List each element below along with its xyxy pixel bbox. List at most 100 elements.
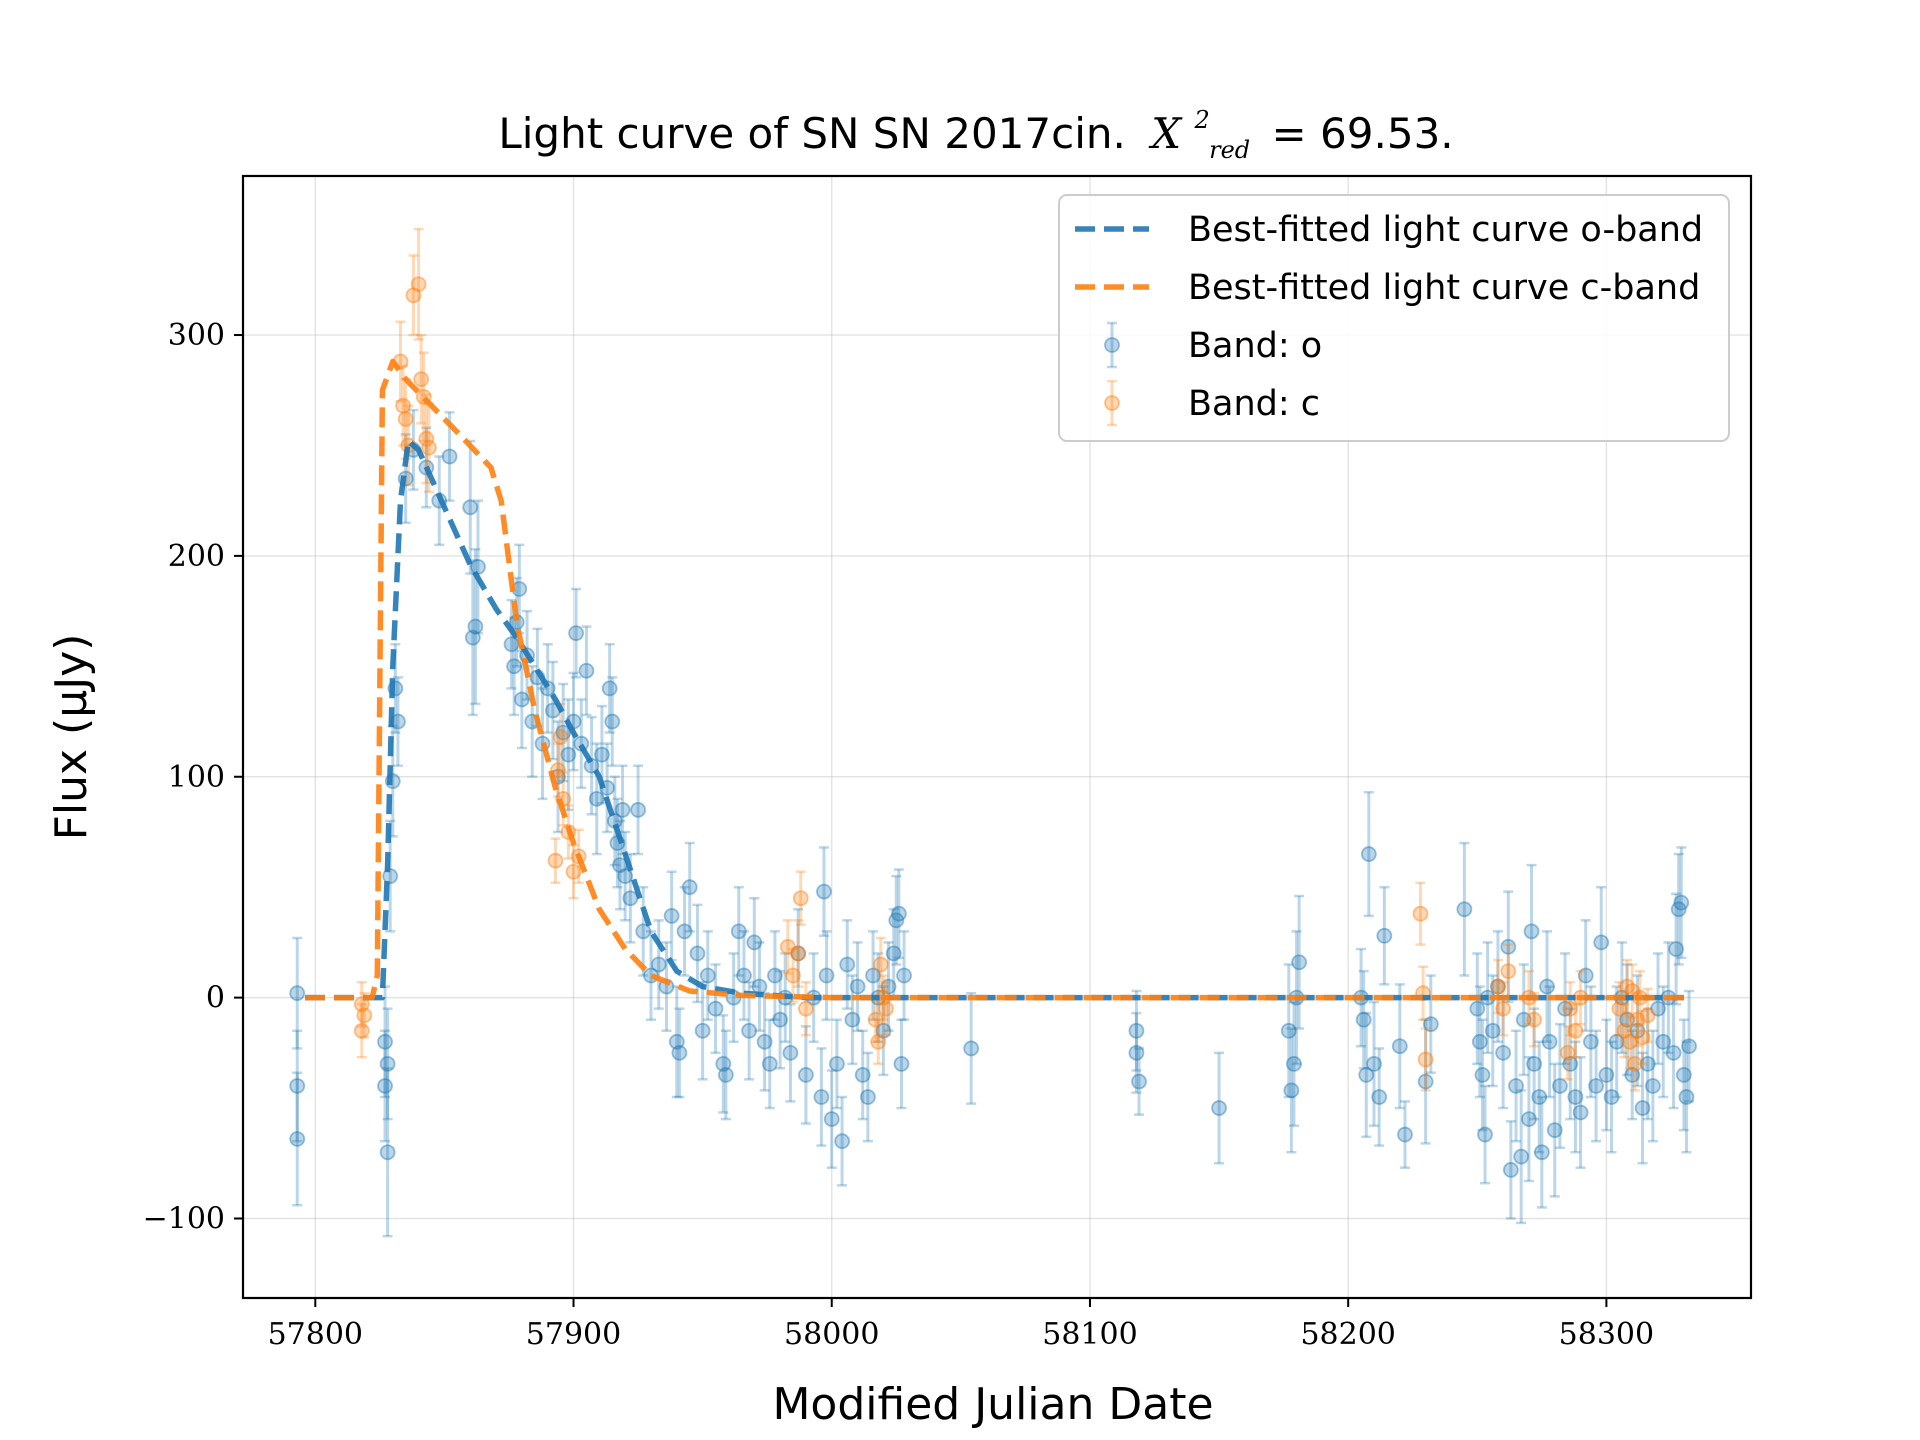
band-o-point-20 <box>503 598 520 690</box>
band-o-point-106 <box>1280 963 1297 1099</box>
band-o-point-161 <box>1639 1007 1656 1121</box>
band-o-point-131 <box>1500 890 1517 1004</box>
band-o-point-74 <box>767 930 783 1021</box>
legend-swatch-marker-c <box>1104 395 1120 411</box>
band-o-point-142 <box>1541 985 1558 1099</box>
band-o-point-105 <box>1211 1051 1227 1165</box>
band-o-point-79 <box>798 1025 814 1125</box>
band-o-point-103 <box>1128 1011 1145 1094</box>
band-c-point-32 <box>1417 1027 1434 1092</box>
band-o-point-136 <box>1521 1056 1537 1183</box>
band-o-point-119 <box>1397 1100 1413 1169</box>
band-c-point-9 <box>413 333 430 425</box>
band-o-point-92 <box>865 930 881 1021</box>
band-c-point-40 <box>1567 1002 1584 1059</box>
y-axis-ticks: −100 0 100 200 300 <box>143 318 243 1236</box>
band-o-point-118 <box>1391 983 1408 1110</box>
band-o-point-97 <box>888 874 905 966</box>
band-c-point-7 <box>405 254 422 337</box>
band-o-point-167 <box>1668 892 1685 1006</box>
band-o-point-17 <box>464 559 481 717</box>
band-o-point-65 <box>717 1029 734 1121</box>
band-o-point-83 <box>818 930 835 1021</box>
chart-title-chi-value: = 69.53. <box>1272 109 1454 158</box>
y-tick-label-0: −100 <box>143 1201 225 1236</box>
band-o-point-42 <box>601 642 618 734</box>
band-o-point-50 <box>630 764 646 856</box>
band-o-point-64 <box>715 1014 732 1114</box>
band-o-point-81 <box>813 1047 830 1147</box>
band-c-point-20 <box>779 919 796 975</box>
band-o-point-168 <box>1670 852 1687 966</box>
band-o-point-144 <box>1552 1022 1568 1150</box>
band-o-point-157 <box>1619 963 1635 1077</box>
band-o-point-2 <box>289 1071 306 1207</box>
band-o-point-87 <box>839 919 856 1010</box>
band-o-point-99 <box>893 1018 910 1110</box>
band-o-point-158 <box>1624 1029 1641 1121</box>
y-axis-label: Flux (μJy) <box>46 634 97 841</box>
x-axis-ticks: 57800 57900 58000 58100 58200 58300 <box>268 1298 1654 1352</box>
x-tick-label-5: 58300 <box>1559 1317 1654 1352</box>
band-o-point-150 <box>1583 985 1599 1099</box>
chart-title-chi-sup: 2 <box>1193 106 1209 134</box>
band-c-point-47 <box>1626 1036 1643 1092</box>
band-c-point-37 <box>1526 991 1542 1048</box>
band-o-point-120 <box>1417 1018 1434 1145</box>
band-o-point-172 <box>1681 989 1697 1103</box>
band-o-point-51 <box>635 885 652 977</box>
band-o-point-6 <box>379 1007 396 1121</box>
band-c-point-24 <box>798 980 814 1037</box>
band-o-point-155 <box>1608 985 1625 1099</box>
band-o-point-90 <box>854 1029 871 1121</box>
legend-items: Best-fitted light curve o-band Best-fitte… <box>1075 210 1703 427</box>
band-c-point-33 <box>1490 958 1506 1015</box>
fit-line-c-band <box>305 358 1684 1001</box>
band-o-point-67 <box>730 885 747 977</box>
x-tick-label-4: 58200 <box>1300 1317 1395 1352</box>
band-o-point-71 <box>751 941 768 1033</box>
band-c-point-30 <box>1412 881 1429 946</box>
band-o-point-100 <box>896 930 912 1021</box>
band-o-point-112 <box>1355 969 1372 1070</box>
band-o-point-69 <box>741 980 758 1081</box>
band-o-point-32 <box>555 682 572 783</box>
band-o-point-141 <box>1539 930 1555 1044</box>
band-o-point-10 <box>390 676 406 767</box>
fit-line-o-band <box>305 438 1684 1001</box>
band-o-point-148 <box>1572 1056 1589 1169</box>
band-o-point-88 <box>844 974 861 1066</box>
band-o-point-115 <box>1366 1000 1382 1127</box>
band-c-point-43 <box>1616 1002 1633 1059</box>
band-c-point-45 <box>1621 1014 1638 1070</box>
band-c-point-50 <box>1634 1009 1651 1066</box>
chart-title-chi-sub: red <box>1209 136 1250 164</box>
legend-item-3: Band: c <box>1104 379 1320 427</box>
chart-title: Light curve of SN SN 2017cin. X 2 red = … <box>498 89 1453 168</box>
x-tick-label-3: 58100 <box>1042 1317 1137 1352</box>
band-c-point-22 <box>790 919 807 988</box>
band-o-point-1 <box>289 1029 306 1143</box>
y-tick-label-2: 100 <box>168 760 225 795</box>
band-c-point-1 <box>353 1002 370 1059</box>
legend: Best-fitted light curve o-band Best-fitte… <box>1058 194 1730 442</box>
band-o-point-68 <box>736 930 752 1021</box>
band-o-point-39 <box>588 742 605 856</box>
band-o-point-145 <box>1557 952 1573 1066</box>
band-o-point-121 <box>1422 974 1439 1074</box>
legend-item-2: Band: o <box>1104 321 1322 369</box>
band-c-point-27 <box>872 936 889 993</box>
band-c-point-39 <box>1562 980 1579 1037</box>
band-o-point-70 <box>746 896 763 988</box>
band-o-point-35 <box>568 587 585 679</box>
legend-label-0: Best-fitted light curve o-band <box>1188 210 1703 250</box>
band-o-point-85 <box>829 1018 845 1110</box>
band-o-point-128 <box>1484 974 1501 1088</box>
band-o-point-146 <box>1562 1007 1579 1121</box>
band-o-point-53 <box>650 919 667 1010</box>
band-o-point-114 <box>1360 790 1377 918</box>
band-c-point-34 <box>1495 980 1512 1037</box>
band-o-point-133 <box>1508 1029 1524 1143</box>
band-c-point-31 <box>1415 965 1431 1021</box>
